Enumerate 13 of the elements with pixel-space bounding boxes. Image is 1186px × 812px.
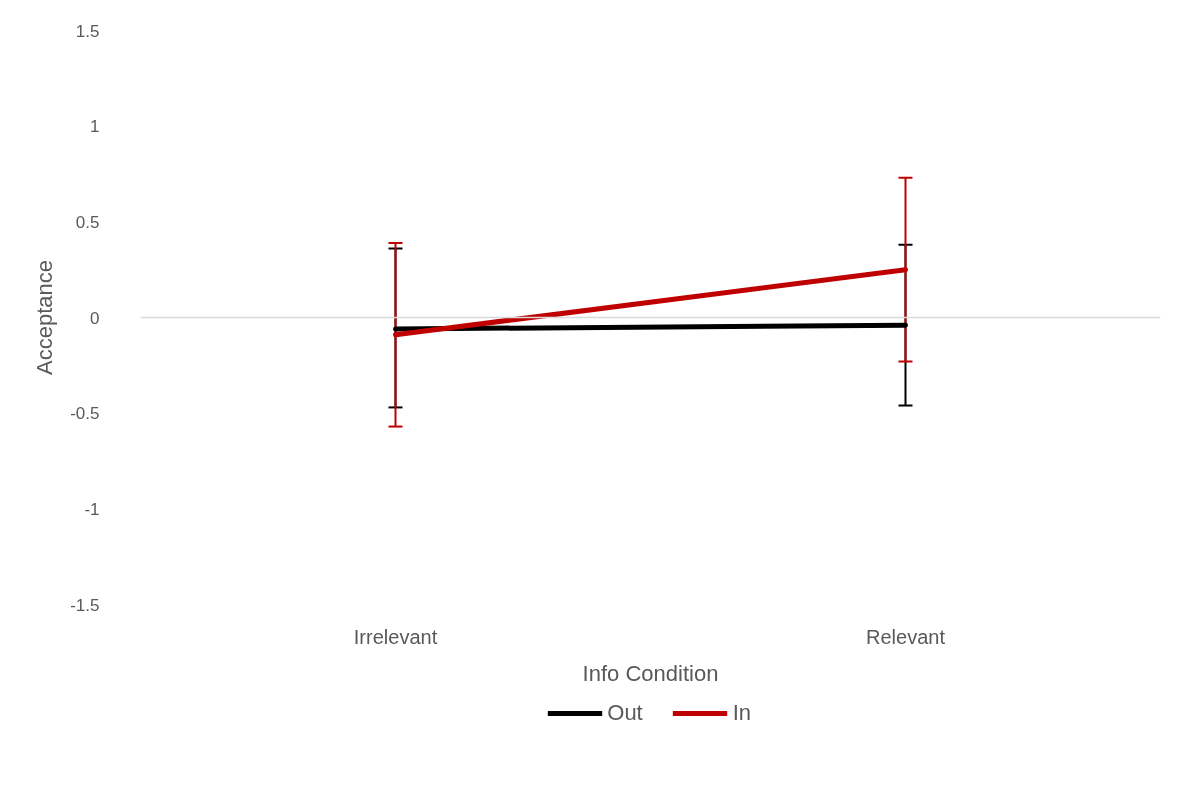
y-tick-label: 0: [90, 308, 100, 328]
y-tick-label: -1.5: [70, 595, 100, 615]
x-axis-title: Info Condition: [582, 660, 719, 686]
y-axis-title: Acceptance: [32, 260, 58, 375]
y-tick-label: 0.5: [75, 212, 100, 232]
y-tick-label: -1: [84, 499, 100, 519]
y-tick-label: -0.5: [70, 404, 100, 424]
y-tick-label: 1.5: [75, 21, 100, 41]
x-tick-label: Irrelevant: [353, 625, 438, 648]
x-tick-label: Relevant: [866, 625, 946, 648]
legend-label: Out: [607, 700, 643, 726]
legend-label: In: [732, 700, 753, 726]
y-tick-label: 1: [90, 117, 100, 137]
